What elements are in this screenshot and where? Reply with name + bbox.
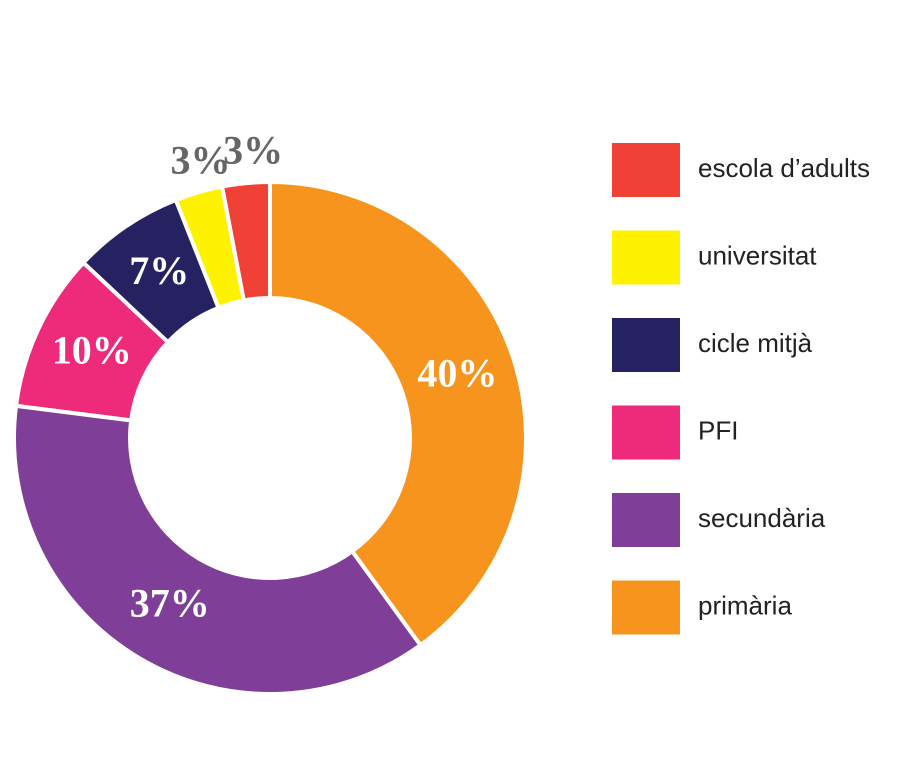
legend-label: universitat <box>698 240 817 270</box>
legend-swatch <box>612 580 680 635</box>
value-label: 10% <box>52 327 132 372</box>
slice <box>268 179 528 648</box>
value-label: 7% <box>129 248 189 293</box>
value-label: 40% <box>417 350 497 395</box>
value-label: 3% <box>223 127 283 172</box>
legend-swatch <box>612 230 680 285</box>
legend-swatch <box>612 493 680 547</box>
legend-label: PFI <box>698 415 738 445</box>
legend-label: cicle mitjà <box>698 328 813 358</box>
slice <box>12 403 424 696</box>
value-label: 37% <box>130 581 210 626</box>
legend-label: escola d’adults <box>698 153 870 183</box>
legend-swatch <box>612 405 680 460</box>
legend-label: primària <box>698 590 792 620</box>
value-label: 3% <box>170 137 230 182</box>
legend-label: secundària <box>698 503 826 533</box>
legend-swatch <box>612 318 680 372</box>
legend-swatch <box>612 143 680 197</box>
